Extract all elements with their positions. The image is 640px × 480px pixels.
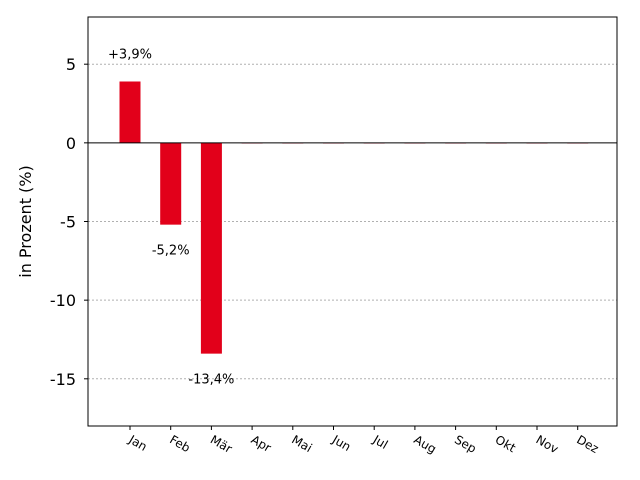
data-label: -13,4% <box>188 373 234 388</box>
data-label: +3,9% <box>108 47 152 62</box>
x-tick-label: Dez <box>574 432 601 456</box>
x-axis-ticks: Jan Feb Mär Apr Mai Jun Jul Aug Sep Okt Nov Dez <box>126 426 601 456</box>
y-tick-label: -5 <box>60 213 76 232</box>
x-tick-label: Apr <box>249 432 274 455</box>
y-tick-label: -15 <box>50 370 76 389</box>
x-tick-label: Jul <box>370 432 390 452</box>
x-tick-label: Mai <box>289 432 314 455</box>
x-tick-label: Mär <box>208 432 235 455</box>
data-label: -5,2% <box>152 244 190 259</box>
y-tick-label: 0 <box>66 134 76 153</box>
bar <box>200 142 222 354</box>
y-tick-label: -10 <box>50 291 76 310</box>
y-axis-label: in Prozent (%) <box>16 165 35 277</box>
x-tick-label: Aug <box>411 432 438 456</box>
x-tick-label: Feb <box>167 432 192 455</box>
x-tick-label: Okt <box>493 432 519 455</box>
y-axis-ticks: 5 0 -5 -10 -15 <box>50 55 88 389</box>
x-tick-label: Jan <box>126 432 150 454</box>
x-tick-label: Sep <box>452 432 479 455</box>
data-labels: +3,9% -5,2% -13,4% <box>108 47 234 387</box>
bars <box>119 81 589 354</box>
bar <box>119 81 141 143</box>
y-tick-label: 5 <box>66 55 76 74</box>
bar <box>160 142 182 225</box>
x-tick-label: Jun <box>329 432 353 454</box>
x-tick-label: Nov <box>534 432 561 456</box>
